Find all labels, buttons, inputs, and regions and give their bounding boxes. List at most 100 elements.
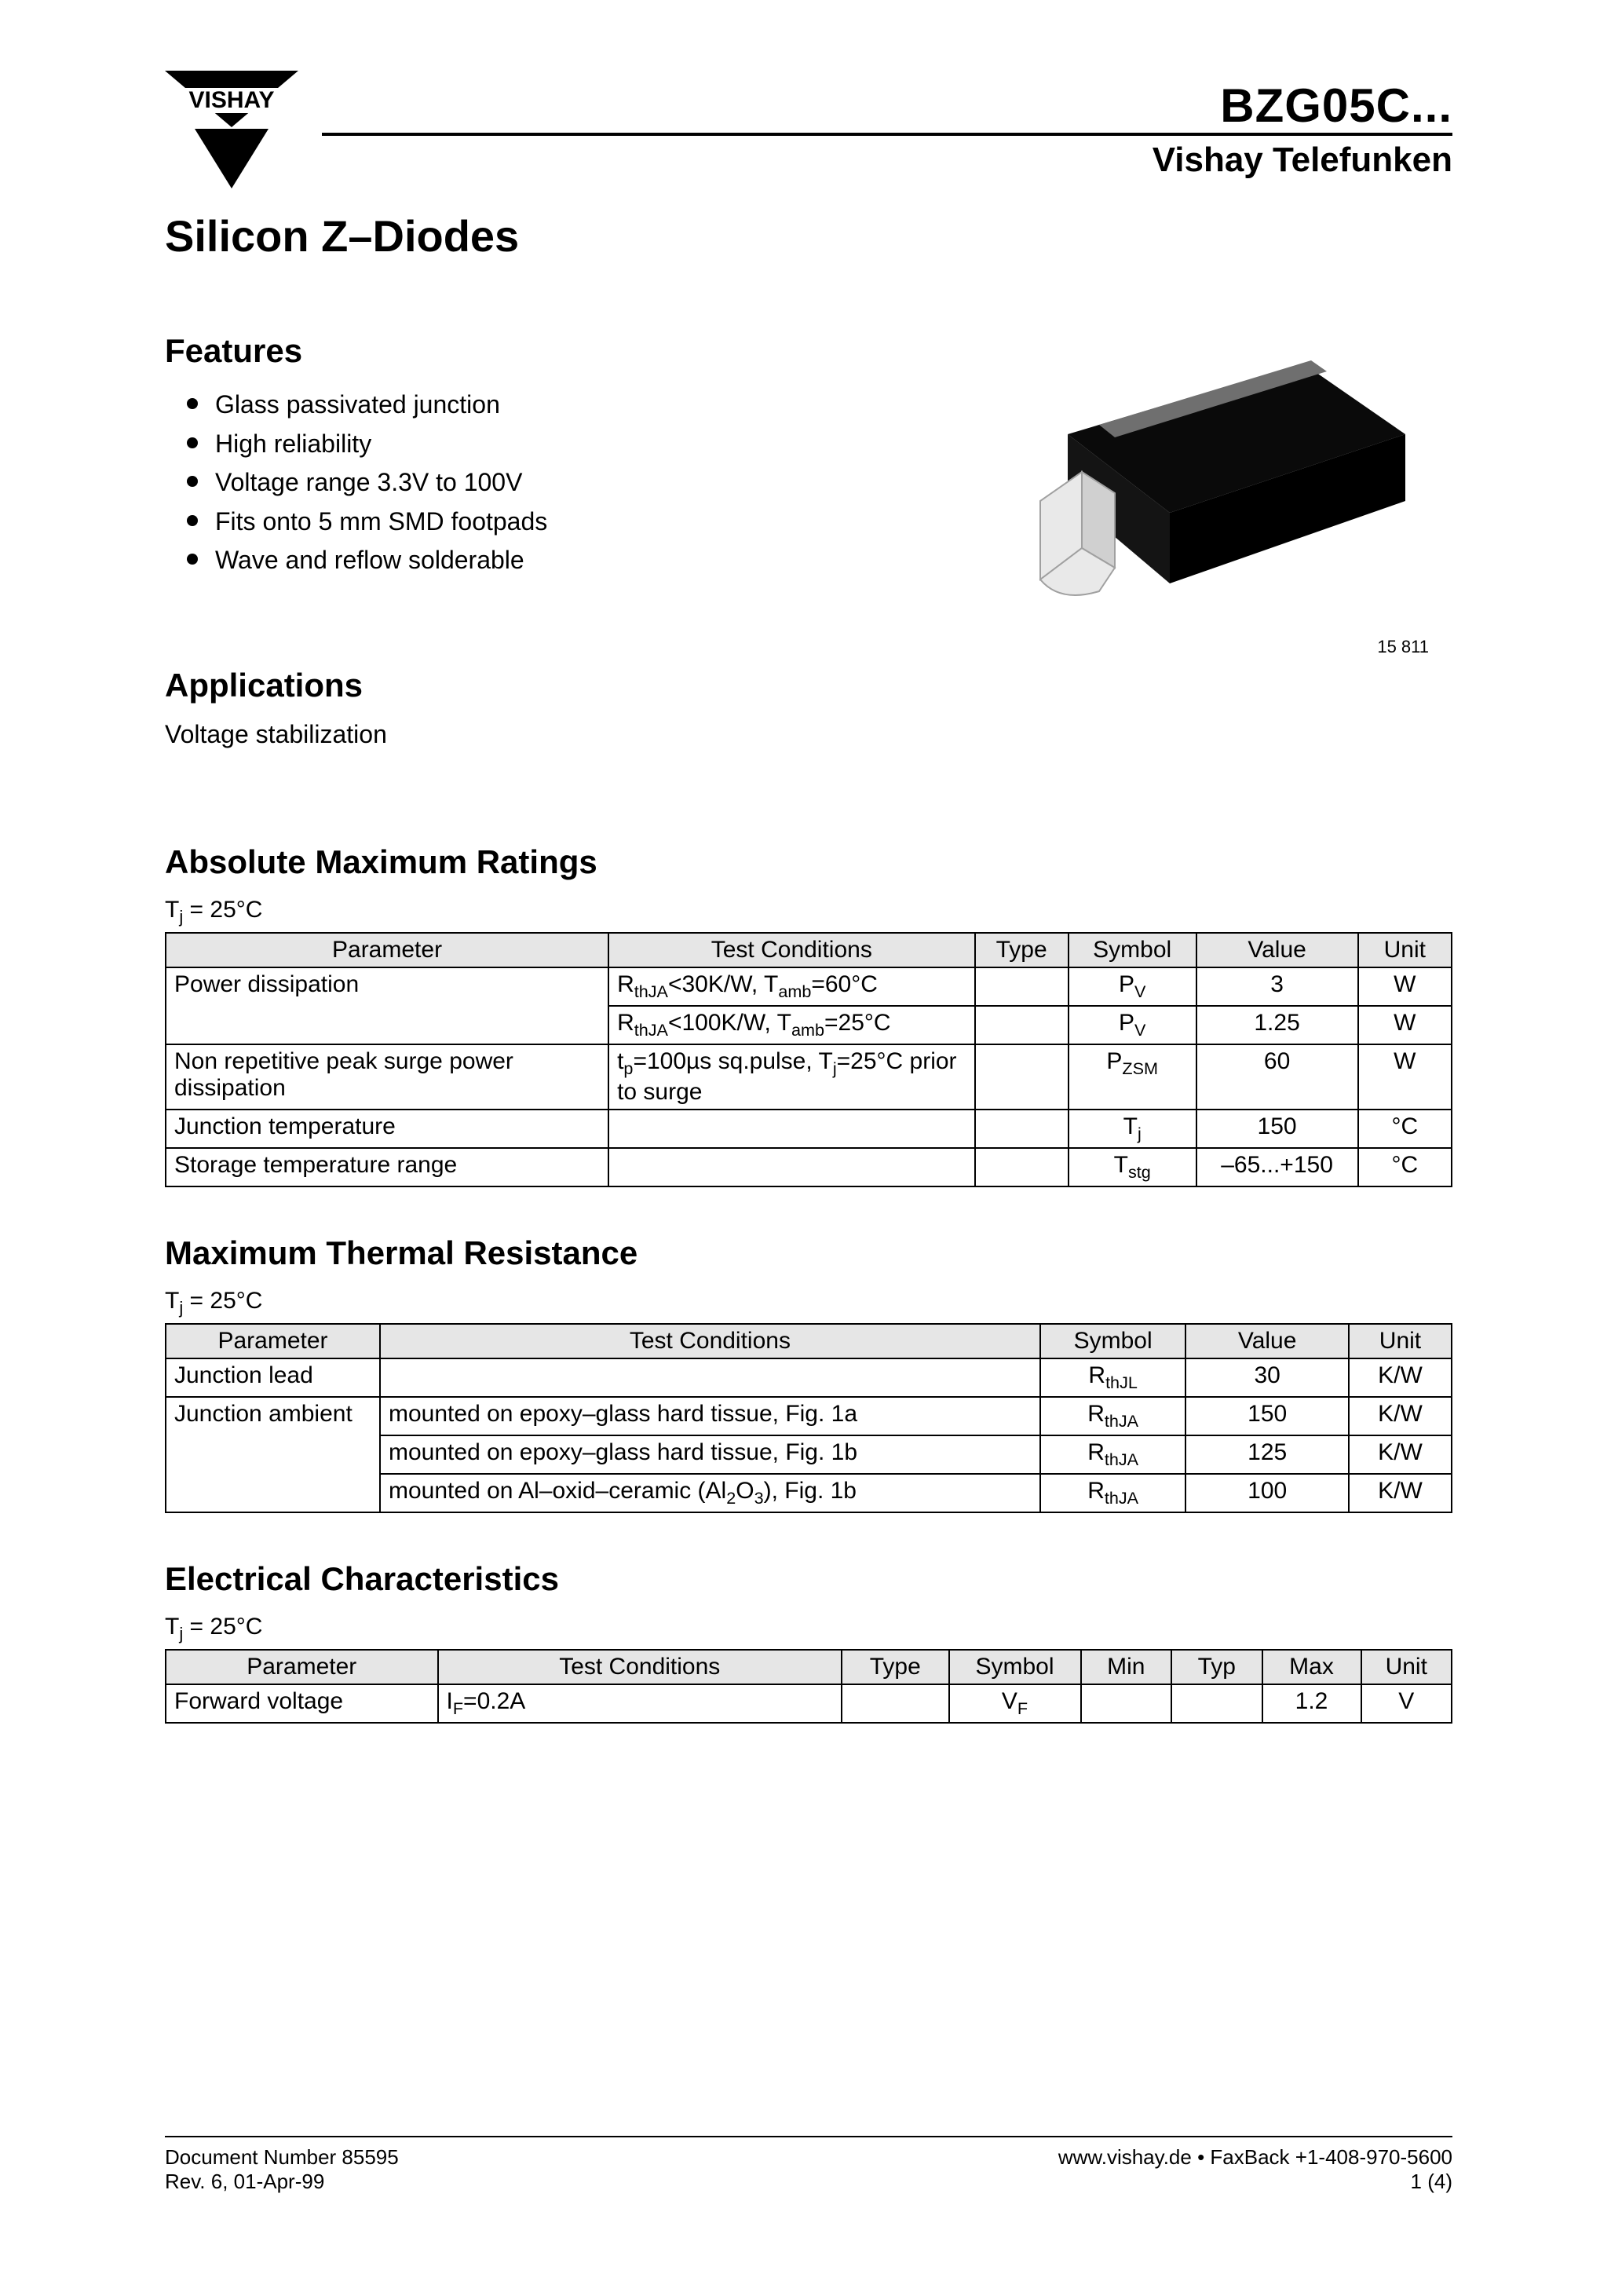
page-header: VISHAY BZG05C... Vishay Telefunken [165,71,1452,188]
datasheet-page: VISHAY BZG05C... Vishay Telefunken Silic… [165,71,1452,1724]
thermal-table: Parameter Test Conditions Symbol Value U… [165,1323,1452,1513]
list-item: Wave and reflow solderable [187,541,919,580]
header-rule [322,133,1452,136]
cell-symbol: RthJA [1040,1474,1186,1512]
col-header: Value [1185,1324,1348,1358]
table-row: Forward voltage IF=0.2A VF 1.2 V [166,1684,1452,1723]
cell-param: Power dissipation [166,967,608,1044]
vishay-logo-icon: VISHAY [165,71,298,188]
cell-unit: W [1358,1006,1452,1044]
cell-typ [1171,1684,1262,1723]
intro-columns: Features Glass passivated junction High … [165,332,1452,749]
cell-value: 30 [1185,1358,1348,1397]
electrical-table: Parameter Test Conditions Type Symbol Mi… [165,1649,1452,1724]
document-number: Document Number 85595 [165,2145,399,2170]
col-header: Symbol [949,1650,1081,1684]
cell-value: –65...+150 [1196,1148,1358,1186]
cell-param: Junction temperature [166,1110,608,1148]
cell-cond [608,1110,974,1148]
footer-web: www.vishay.de • FaxBack +1-408-970-5600 [1058,2145,1452,2170]
cell-cond: RthJA<30K/W, Tamb=60C [608,967,974,1006]
cell-unit: K/W [1349,1397,1452,1435]
cell-cond: IF=0.2A [438,1684,842,1723]
cell-cond: RthJA<100K/W, Tamb=25C [608,1006,974,1044]
cell-param: Non repetitive peak surge power dissipat… [166,1044,608,1110]
package-image-col: 15 811 [950,332,1452,749]
footer-right: www.vishay.de • FaxBack +1-408-970-5600 … [1058,2145,1452,2194]
cell-unit: V [1361,1684,1452,1723]
list-item: Fits onto 5 mm SMD footpads [187,503,919,542]
cell-symbol: Tstg [1069,1148,1196,1186]
features-heading: Features [165,332,919,370]
cell-symbol: PV [1069,967,1196,1006]
col-header: Test Conditions [380,1324,1040,1358]
company-name: Vishay Telefunken [322,141,1452,180]
col-header: Symbol [1069,933,1196,967]
cell-value: 150 [1185,1397,1348,1435]
col-header: Parameter [166,933,608,967]
features-applications-col: Features Glass passivated junction High … [165,332,919,749]
electrical-heading: Electrical Characteristics [165,1560,1452,1598]
list-item: Voltage range 3.3V to 100V [187,463,919,503]
cell-symbol: Tj [1069,1110,1196,1148]
col-header: Test Conditions [608,933,974,967]
title-column: BZG05C... Vishay Telefunken [322,71,1452,180]
abs-max-heading: Absolute Maximum Ratings [165,843,1452,881]
cell-param: Junction lead [166,1358,380,1397]
cell-unit: K/W [1349,1358,1452,1397]
col-header: Unit [1358,933,1452,967]
table-row: Storage temperature range Tstg –65...+15… [166,1148,1452,1186]
cell-value: 100 [1185,1474,1348,1512]
page-number: 1 (4) [1058,2170,1452,2194]
table-row: Junction ambient mounted on epoxy–glass … [166,1397,1452,1435]
cell-cond: mounted on Al–oxid–ceramic (Al2O3), Fig.… [380,1474,1040,1512]
cell-type [975,967,1069,1006]
cell-symbol: RthJL [1040,1358,1186,1397]
electrical-condition: Tj = 25°C [165,1614,1452,1644]
cell-max: 1.2 [1262,1684,1361,1723]
col-header: Unit [1361,1650,1452,1684]
cell-unit: °C [1358,1110,1452,1148]
cell-type [975,1110,1069,1148]
smd-package-icon [981,332,1421,631]
cell-value: 150 [1196,1110,1358,1148]
cell-cond [380,1358,1040,1397]
thermal-heading: Maximum Thermal Resistance [165,1234,1452,1272]
table-row: Power dissipation RthJA<30K/W, Tamb=60C … [166,967,1452,1006]
cell-param: Junction ambient [166,1397,380,1512]
cell-type [842,1684,949,1723]
part-number: BZG05C... [322,79,1452,133]
revision: Rev. 6, 01-Apr-99 [165,2170,399,2194]
cell-param: Forward voltage [166,1684,438,1723]
page-footer: Document Number 85595 Rev. 6, 01-Apr-99 … [165,2136,1452,2194]
cell-cond [608,1148,974,1186]
cell-unit: K/W [1349,1474,1452,1512]
cell-cond: mounted on epoxy–glass hard tissue, Fig.… [380,1435,1040,1474]
cell-symbol: VF [949,1684,1081,1723]
abs-max-condition: Tj = 25°C [165,897,1452,927]
page-title: Silicon Z–Diodes [165,210,1452,261]
cell-unit: °C [1358,1148,1452,1186]
logo-container: VISHAY [165,71,322,188]
package-drawing-id: 15 811 [1377,637,1429,657]
col-header: Parameter [166,1650,438,1684]
cell-type [975,1006,1069,1044]
cell-symbol: RthJA [1040,1397,1186,1435]
cell-unit: K/W [1349,1435,1452,1474]
list-item: Glass passivated junction [187,386,919,425]
applications-heading: Applications [165,667,919,704]
col-header: Value [1196,933,1358,967]
applications-text: Voltage stabilization [165,720,919,749]
cell-cond: mounted on epoxy–glass hard tissue, Fig.… [380,1397,1040,1435]
cell-symbol: PV [1069,1006,1196,1044]
footer-left: Document Number 85595 Rev. 6, 01-Apr-99 [165,2145,399,2194]
table-row: Non repetitive peak surge power dissipat… [166,1044,1452,1110]
list-item: High reliability [187,425,919,464]
cell-unit: W [1358,1044,1452,1110]
logo-text: VISHAY [189,87,275,113]
col-header: Parameter [166,1324,380,1358]
thermal-condition: Tj = 25°C [165,1288,1452,1318]
cell-type [975,1148,1069,1186]
cell-value: 3 [1196,967,1358,1006]
col-header: Max [1262,1650,1361,1684]
